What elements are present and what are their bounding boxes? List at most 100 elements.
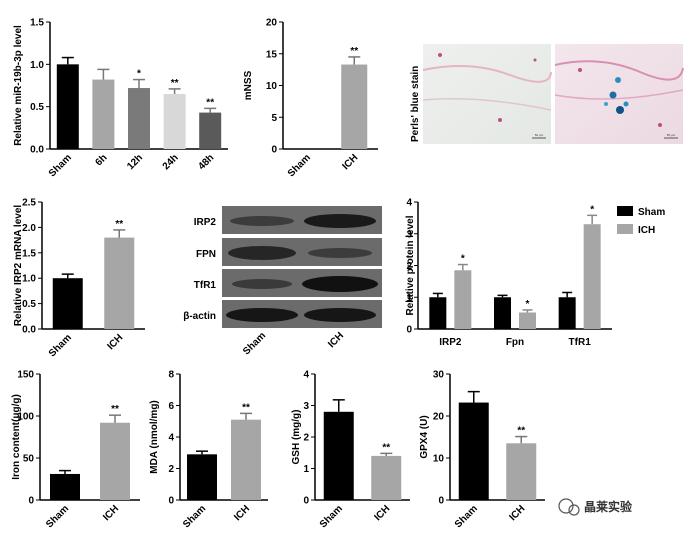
gsh-category-label: Sham bbox=[318, 503, 345, 530]
mir19b-category-label: 12h bbox=[125, 152, 145, 172]
iron-significance: ** bbox=[111, 404, 119, 415]
iron-category-label: Sham bbox=[44, 503, 71, 530]
tissue-fiber bbox=[422, 65, 552, 83]
protein-legend-label: ICH bbox=[638, 225, 655, 236]
mda-y-tick-label: 2 bbox=[168, 464, 174, 475]
nucleus-dot bbox=[578, 68, 582, 72]
protein-legend-swatch bbox=[617, 206, 633, 216]
mir19b-y-tick-label: 0.5 bbox=[30, 102, 44, 113]
mnss-y-tick-label: 15 bbox=[266, 49, 278, 60]
blot-row-label: FPN bbox=[196, 249, 216, 260]
mnss-y-tick-label: 5 bbox=[271, 113, 277, 124]
mnss-y-tick-label: 20 bbox=[266, 18, 278, 29]
mir19b-bar-12h bbox=[128, 88, 150, 149]
protein-y-axis-label: Relative protein level bbox=[405, 215, 416, 315]
mir19b-significance: ** bbox=[171, 78, 179, 89]
mir19b-y-tick-label: 1.5 bbox=[30, 18, 44, 29]
protein-legend-swatch bbox=[617, 224, 633, 234]
gsh-bar-ich bbox=[371, 455, 402, 500]
perls-stain-label: Perls' blue stain bbox=[410, 66, 421, 142]
mir19b-significance: ** bbox=[206, 97, 214, 108]
gpx4-category-label: Sham bbox=[453, 503, 480, 530]
iron-bar-ich bbox=[100, 422, 130, 500]
gsh-y-axis-label: GSH (mg/g) bbox=[291, 410, 302, 465]
mir19b-significance: * bbox=[137, 69, 141, 80]
mda-bar-sham bbox=[187, 454, 217, 500]
charts-layer: 0.0 0.5 1.0 1.5 Relative miR-19b-3p level Sha… bbox=[11, 18, 665, 531]
irp2mrna-y-tick-label: 2.5 bbox=[22, 198, 36, 209]
protein-bar-sham bbox=[558, 297, 576, 329]
gpx4-bar-sham bbox=[458, 402, 489, 500]
mda-bar-ich bbox=[231, 419, 261, 500]
scale-bar-right-label: 50 μm bbox=[667, 133, 676, 137]
protein-y-tick-label: 3 bbox=[406, 229, 412, 240]
nucleus-dot bbox=[498, 118, 502, 122]
nucleus-dot bbox=[438, 53, 442, 57]
band-fpn-ich bbox=[308, 248, 372, 258]
protein-bar-sham bbox=[494, 297, 511, 329]
blot-col-label: Sham bbox=[241, 330, 268, 357]
blot-row-label: IRP2 bbox=[194, 217, 217, 228]
mnss-bar-ich bbox=[341, 64, 368, 149]
irp2mrna-category-label: ICH bbox=[105, 332, 125, 352]
band-actin-sham bbox=[226, 308, 298, 322]
mda-y-axis-label: MDA (nmol/mg) bbox=[149, 400, 160, 474]
western-blot: IRP2 FPN TfR1 β-actin Sham ICH bbox=[183, 206, 382, 357]
irp2mrna-y-tick-label: 2.0 bbox=[22, 223, 36, 234]
nucleus-dot bbox=[658, 123, 662, 127]
watermark-text: 晶莱实验 bbox=[584, 499, 633, 514]
irp2mrna-bar-sham bbox=[52, 278, 83, 329]
mir19b-y-tick-label: 1.0 bbox=[30, 60, 44, 71]
gsh-y-tick-label: 2 bbox=[303, 433, 309, 444]
mnss-y-tick-label: 10 bbox=[266, 81, 278, 92]
protein-category-label: IRP2 bbox=[439, 337, 462, 348]
gsh-y-tick-label: 0 bbox=[303, 496, 309, 507]
blot-row-label: β-actin bbox=[183, 311, 216, 322]
blot-col-label: ICH bbox=[326, 330, 346, 350]
mda-category-label: Sham bbox=[181, 503, 208, 530]
gsh-bar-sham bbox=[323, 411, 354, 500]
micrograph-sham bbox=[423, 44, 551, 144]
gsh-category-label: ICH bbox=[372, 503, 392, 523]
irp2mrna-bar-ich bbox=[104, 237, 135, 329]
iron-category-label: ICH bbox=[101, 503, 121, 523]
protein-legend-label: Sham bbox=[638, 207, 665, 218]
gpx4-bar-ich bbox=[506, 443, 537, 500]
mnss-category-label: Sham bbox=[286, 152, 313, 179]
iron-y-tick-label: 50 bbox=[23, 454, 35, 465]
watermark: 晶莱实验 bbox=[558, 498, 633, 516]
mir19b-bar-48h bbox=[199, 112, 222, 149]
mir19b-y-axis-label: Relative miR-19b-3p level bbox=[13, 25, 24, 146]
mir19b-bar-6h bbox=[92, 79, 115, 149]
irp2mrna-significance: ** bbox=[115, 219, 123, 230]
irp2mrna-y-axis-label: Relative IRP2 mRNA level bbox=[13, 205, 24, 327]
iron-deposit bbox=[604, 102, 608, 106]
iron-deposit bbox=[623, 101, 629, 107]
iron-deposit bbox=[609, 91, 617, 99]
mir19b-bar-sham bbox=[56, 64, 79, 149]
gpx4-y-tick-label: 0 bbox=[438, 496, 444, 507]
gsh-y-tick-label: 3 bbox=[303, 401, 309, 412]
mda-y-tick-label: 0 bbox=[168, 496, 174, 507]
band-fpn-sham bbox=[228, 246, 296, 260]
mnss-y-axis-label: mNSS bbox=[243, 70, 254, 100]
mnss-significance: ** bbox=[350, 46, 358, 57]
protein-bar-ich bbox=[454, 270, 472, 329]
mir19b-category-label: 24h bbox=[161, 152, 181, 172]
gpx4-category-label: ICH bbox=[507, 503, 527, 523]
gpx4-y-axis-label: GPX4 (U) bbox=[419, 415, 430, 458]
mda-y-tick-label: 4 bbox=[168, 433, 174, 444]
irp2mrna-y-tick-label: 0.5 bbox=[22, 299, 36, 310]
blot-row-label: TfR1 bbox=[194, 280, 217, 291]
mir19b-category-label: Sham bbox=[47, 152, 74, 179]
gpx4-y-tick-label: 30 bbox=[433, 370, 445, 381]
gpx4-y-tick-label: 20 bbox=[433, 412, 445, 423]
band-actin-ich bbox=[304, 308, 376, 322]
wechat-icon-bubble bbox=[568, 504, 580, 516]
iron-deposit bbox=[616, 106, 624, 114]
gsh-y-tick-label: 1 bbox=[303, 464, 309, 475]
scale-bar-left-label: 50 μm bbox=[535, 133, 544, 137]
protein-bar-ich bbox=[583, 224, 601, 329]
iron-y-tick-label: 100 bbox=[17, 412, 34, 423]
